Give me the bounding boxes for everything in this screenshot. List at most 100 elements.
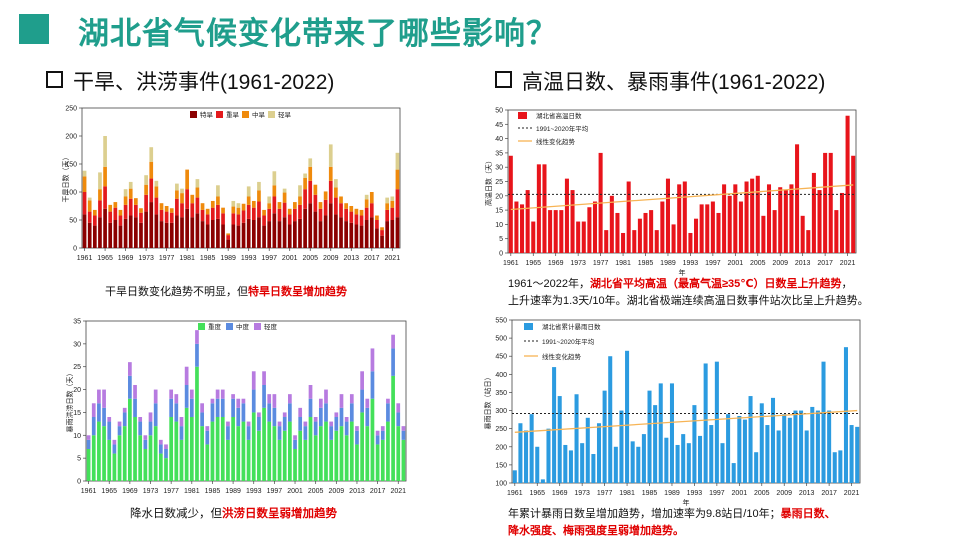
bar-重旱 [195, 187, 200, 198]
bar [799, 410, 804, 483]
x-tick-label: 1989 [664, 490, 680, 497]
bar-特旱 [87, 197, 92, 201]
legend-label: 重旱 [226, 111, 240, 119]
bar-中度 [380, 430, 385, 440]
caption-heat-comma: ， [841, 278, 853, 290]
bar-轻度 [277, 439, 282, 481]
bar-重旱 [128, 188, 133, 199]
bar [625, 350, 630, 483]
bar-中旱 [359, 215, 364, 226]
x-tick-label: 1985 [642, 490, 658, 497]
bar-特旱 [364, 194, 369, 200]
bar-中旱 [169, 212, 174, 223]
bar-中旱 [364, 207, 369, 220]
bar-中度 [205, 430, 210, 445]
y-axis-label: 暴雨洪涝日数（天） [65, 370, 74, 433]
bar-轻度 [117, 435, 122, 481]
bar-特旱 [308, 158, 313, 167]
bar-中旱 [298, 204, 302, 219]
bar-中旱 [205, 214, 210, 225]
bar-重旱 [369, 192, 374, 204]
drought-chart: 0 50 100 150 200 250 1961 1965 1969 1973 1977 1981 1… [61, 106, 401, 262]
bar-重度 [117, 421, 122, 427]
bar [570, 190, 575, 253]
trend-line [514, 409, 858, 433]
bar-轻旱 [82, 214, 87, 248]
caption-drought: 干旱日数变化趋势不明显，但特旱日数呈增加趋势 [105, 284, 347, 301]
y-axis-label: 干旱日数（天） [61, 154, 70, 203]
bar-特旱 [272, 171, 277, 186]
bar-重旱 [87, 200, 92, 212]
caption-rain-text: 年累计暴雨日数呈增加趋势，增加速率为9.8站日/10年； [508, 508, 781, 520]
bar-轻旱 [180, 217, 184, 248]
x-tick-label: 1973 [574, 490, 590, 497]
bar-重旱 [185, 169, 189, 190]
section-left-heading: 干旱、洪涝事件(1961-2022) [46, 66, 334, 96]
bar [536, 164, 541, 253]
x-tick-label: 1977 [163, 488, 179, 495]
x-tick-label: 2009 [329, 488, 345, 495]
bar-轻旱 [231, 224, 236, 248]
bar-轻旱 [190, 217, 195, 248]
bar-轻度 [189, 417, 194, 481]
bar-特旱 [123, 189, 128, 197]
bar-中度 [138, 421, 143, 436]
bar [694, 218, 699, 253]
x-tick-label: 2013 [343, 255, 359, 262]
bar [553, 210, 558, 253]
bar-中旱 [226, 235, 231, 240]
bar-中旱 [221, 213, 225, 225]
bar [759, 403, 764, 483]
bar-中度 [148, 421, 153, 436]
bar-中旱 [134, 204, 138, 218]
bar [726, 414, 731, 483]
bar-中度 [308, 398, 313, 417]
bar-重度 [288, 394, 292, 404]
legend-swatch [518, 112, 527, 119]
bar-重度 [122, 407, 127, 413]
bar-轻度 [380, 439, 385, 481]
page-title: 湖北省气候变化带来了哪些影响？ [78, 16, 558, 51]
bar-轻旱 [364, 220, 369, 248]
bar [737, 415, 742, 483]
bar [665, 178, 670, 253]
bar-轻旱 [308, 203, 313, 248]
legend-label: 1991~2020年平均 [542, 337, 595, 346]
x-tick-label: 2017 [370, 488, 386, 495]
bar-中度 [153, 403, 158, 427]
caption-flood-highlight: 洪涝日数呈弱增加趋势 [222, 508, 337, 520]
bar-轻旱 [226, 239, 231, 248]
bar [520, 204, 525, 253]
bar [585, 417, 590, 483]
bar [692, 405, 697, 483]
bar [682, 181, 687, 253]
bar-中度 [339, 407, 344, 427]
bar-轻度 [91, 435, 96, 481]
checkbox-square-icon [46, 71, 63, 88]
y-tick-label: 250 [65, 106, 77, 113]
bar-轻旱 [169, 222, 174, 248]
bar-轻旱 [144, 211, 148, 248]
bar-中旱 [87, 211, 92, 223]
bar-中度 [257, 417, 261, 431]
bar-中度 [246, 426, 251, 440]
bar-中旱 [349, 211, 354, 223]
bar-重旱 [205, 208, 210, 215]
bar [839, 192, 844, 253]
x-tick-label: 1965 [529, 490, 545, 497]
bar-重旱 [293, 202, 297, 209]
y-tick-label: 40 [495, 136, 503, 143]
bar-重度 [262, 371, 266, 385]
bar [626, 181, 631, 253]
bar [675, 444, 680, 483]
bar-中旱 [369, 203, 374, 218]
section-left-label: 干旱、洪涝事件(1961-2022) [73, 71, 335, 94]
bar-中度 [293, 439, 297, 449]
bar [669, 383, 674, 483]
bar [731, 463, 736, 483]
legend-label: 线性变化趋势 [542, 352, 582, 361]
bar-轻度 [128, 398, 132, 481]
bar-特旱 [175, 183, 179, 191]
bar-重旱 [108, 204, 113, 212]
x-tick-label: 2017 [817, 260, 833, 267]
